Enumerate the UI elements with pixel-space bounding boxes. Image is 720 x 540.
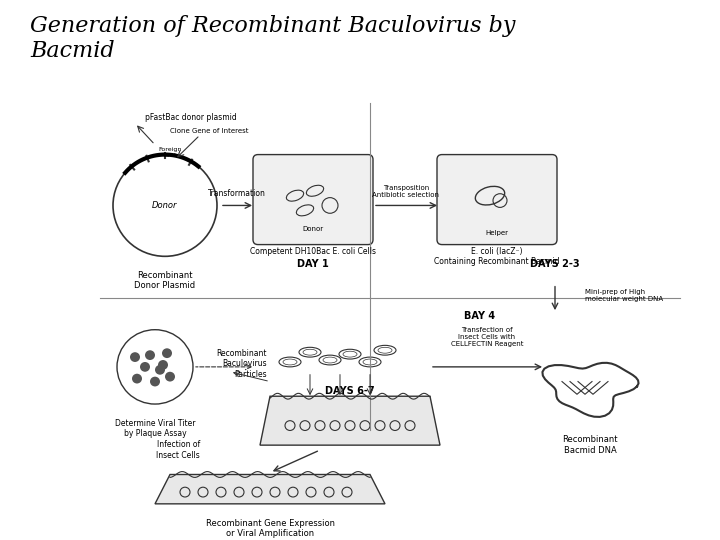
Circle shape [162,348,172,358]
FancyBboxPatch shape [437,154,557,245]
Circle shape [158,360,168,370]
Text: Recombinant
Donor Plasmid: Recombinant Donor Plasmid [135,271,196,291]
Circle shape [117,330,193,404]
Polygon shape [155,475,385,504]
Text: pFastBac donor plasmid: pFastBac donor plasmid [145,113,237,123]
Text: Donor: Donor [302,226,323,239]
Text: Transformation: Transformation [208,188,266,198]
Text: Generation of Recombinant Baculovirus by
Bacmid: Generation of Recombinant Baculovirus by… [30,15,516,62]
Text: DAY 1: DAY 1 [297,259,329,269]
Text: E. coli (lacZ⁻)
Containing Recombinant Bacmid: E. coli (lacZ⁻) Containing Recombinant B… [434,247,559,266]
Circle shape [165,372,175,382]
Text: Foreign
DNA: Foreign DNA [158,147,181,158]
Text: Transfection of
Insect Cells with
CELLFECTIN Reagent: Transfection of Insect Cells with CELLFE… [451,327,523,347]
Text: Infection of
Insect Cells: Infection of Insect Cells [156,440,200,460]
Text: Donor: Donor [152,201,178,210]
Text: Recombinant
Baculovirus
Particles: Recombinant Baculovirus Particles [217,349,267,379]
Circle shape [132,374,142,383]
Circle shape [145,350,155,360]
Text: DAYS 6-7: DAYS 6-7 [325,387,375,396]
Circle shape [140,362,150,372]
Polygon shape [260,396,440,445]
Text: Recombinant
Bacmid DNA: Recombinant Bacmid DNA [562,435,618,455]
Text: Clone Gene of Interest: Clone Gene of Interest [170,128,248,134]
Text: Determine Viral Titer
by Plaque Assay: Determine Viral Titer by Plaque Assay [114,418,195,438]
Circle shape [150,377,160,387]
FancyBboxPatch shape [253,154,373,245]
Text: Helper: Helper [485,230,508,236]
Text: Mini-prep of High
molecular weight DNA: Mini-prep of High molecular weight DNA [585,289,663,302]
Text: DAYS 2-3: DAYS 2-3 [530,259,580,269]
Circle shape [155,365,165,375]
Text: BAY 4: BAY 4 [464,311,495,321]
Text: Recombinant Gene Expression
or Viral Amplification: Recombinant Gene Expression or Viral Amp… [205,518,335,538]
Circle shape [130,352,140,362]
Text: Competent DH10Bac E. coli Cells: Competent DH10Bac E. coli Cells [250,247,376,255]
Text: Transposition
Antibiotic selection: Transposition Antibiotic selection [372,185,439,198]
